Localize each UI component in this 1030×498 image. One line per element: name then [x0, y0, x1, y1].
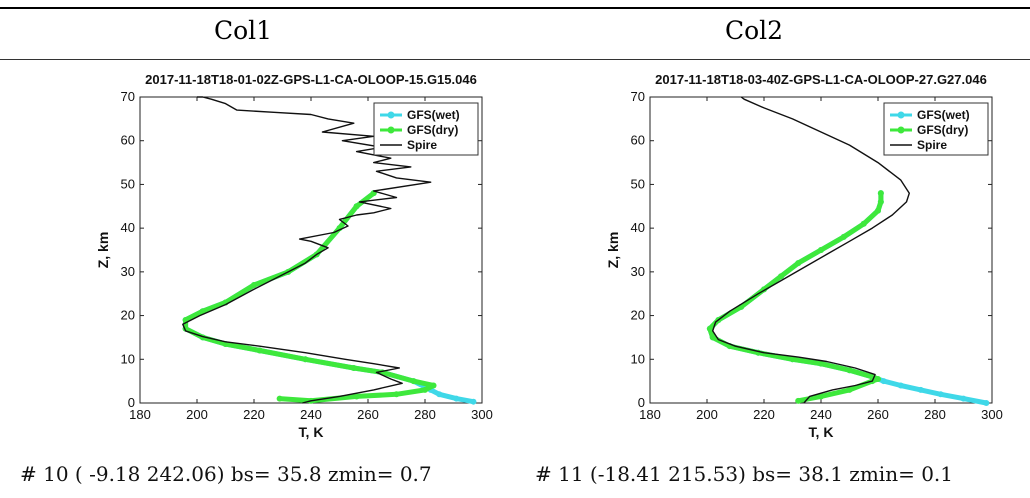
gfs-wet-point: [917, 386, 924, 393]
x-tick-label: 280: [924, 407, 946, 422]
y-tick-label: 10: [631, 351, 645, 366]
x-tick-label: 260: [357, 407, 379, 422]
x-tick-label: 280: [414, 407, 436, 422]
gfs-dry-point: [877, 198, 884, 205]
spire-legend-label: Spire: [407, 138, 437, 152]
x-axis-label: T, K: [809, 424, 834, 440]
gfs-dry-point: [199, 308, 206, 315]
gfs-dry-point: [353, 203, 360, 210]
gfs-dry-legend-marker: [387, 126, 395, 134]
x-tick-label: 300: [471, 407, 493, 422]
gfs-dry-legend-marker: [897, 126, 905, 134]
gfs-dry-point: [877, 190, 884, 197]
gfs-wet-legend-marker: [897, 111, 905, 119]
gfs-dry-point: [846, 367, 853, 374]
y-tick-label: 30: [631, 264, 645, 279]
gfs-dry-point: [422, 386, 428, 393]
y-tick-label: 70: [631, 89, 645, 104]
column-header-col1: Col1: [214, 16, 273, 45]
gfs-dry-point: [256, 347, 263, 354]
gfs-dry-point: [410, 378, 417, 385]
gfs-wet-point: [937, 391, 944, 398]
x-tick-label: 180: [639, 407, 661, 422]
gfs-wet-point: [453, 395, 460, 402]
gfs-dry-point: [706, 325, 713, 332]
x-tick-label: 200: [186, 407, 208, 422]
gfs-dry-point: [789, 356, 796, 363]
gfs-wet-series-line: [183, 190, 476, 405]
gfs-wet-point: [880, 378, 887, 385]
x-tick-label: 260: [867, 407, 889, 422]
gfs-dry-point: [393, 391, 400, 398]
gfs-wet-point: [983, 400, 990, 406]
y-tick-label: 20: [631, 308, 645, 323]
spire-legend-label: Spire: [917, 138, 947, 152]
gfs-dry-point: [251, 281, 257, 288]
gfs-dry-point: [302, 356, 309, 363]
gfs-dry-legend-label: GFS(dry): [917, 123, 968, 137]
gfs-wet-point: [897, 382, 904, 389]
y-axis-label: Z, km: [95, 232, 111, 269]
gfs-dry-point: [846, 386, 853, 393]
gfs-dry-point: [818, 360, 824, 367]
gfs-dry-point: [795, 397, 802, 404]
x-tick-label: 200: [696, 407, 718, 422]
spire-series-line: [182, 96, 432, 404]
caption-col2: # 11 (-18.41 215.53) bs= 38.1 zmin= 0.1: [535, 462, 954, 486]
gfs-wet-legend-label: GFS(wet): [917, 108, 970, 122]
y-tick-label: 50: [631, 176, 645, 191]
gfs-wet-legend-label: GFS(wet): [407, 108, 460, 122]
y-tick-label: 60: [631, 133, 645, 148]
y-tick-label: 50: [121, 176, 135, 191]
gfs-dry-legend-label: GFS(dry): [407, 123, 458, 137]
gfs-dry-point: [860, 220, 867, 227]
chart-panel-col1: 2017-11-18T18-01-02Z-GPS-L1-CA-OLOOP-15.…: [95, 72, 493, 440]
gfs-dry-point: [350, 365, 357, 372]
y-tick-label: 20: [121, 308, 135, 323]
x-tick-label: 240: [810, 407, 832, 422]
y-axis-label: Z, km: [605, 232, 621, 269]
gfs-wet-point: [436, 391, 443, 398]
x-tick-label: 180: [129, 407, 151, 422]
gfs-wet-point: [960, 395, 967, 402]
table-header-rule: [0, 59, 1030, 60]
y-tick-label: 30: [121, 264, 135, 279]
gfs-dry-point: [778, 273, 785, 280]
gfs-dry-point: [353, 393, 360, 400]
gfs-wet-legend-marker: [387, 111, 395, 119]
gfs-wet-point: [470, 398, 477, 405]
x-tick-label: 220: [753, 407, 775, 422]
y-tick-label: 0: [638, 395, 645, 410]
y-tick-label: 70: [121, 89, 135, 104]
y-tick-label: 40: [121, 220, 135, 235]
gfs-dry-point: [795, 260, 802, 267]
table-top-rule: [0, 7, 1030, 9]
gfs-dry-point: [276, 395, 283, 402]
y-tick-label: 40: [631, 220, 645, 235]
gfs-dry-point: [875, 375, 881, 382]
gfs-dry-point: [709, 334, 716, 341]
gfs-dry-series-line: [183, 190, 436, 404]
chart-title: 2017-11-18T18-01-02Z-GPS-L1-CA-OLOOP-15.…: [145, 72, 477, 87]
gfs-dry-point: [875, 207, 881, 214]
x-tick-label: 300: [981, 407, 1003, 422]
gfs-dry-point: [430, 382, 437, 389]
gfs-dry-series-line: [707, 190, 884, 404]
y-tick-label: 10: [121, 351, 135, 366]
chart-title: 2017-11-18T18-03-40Z-GPS-L1-CA-OLOOP-27.…: [655, 72, 987, 87]
gfs-dry-point: [818, 393, 824, 400]
x-tick-label: 220: [243, 407, 265, 422]
y-tick-label: 0: [128, 395, 135, 410]
caption-col1: # 10 ( -9.18 242.06) bs= 35.8 zmin= 0.7: [20, 462, 432, 486]
spire-series-line: [711, 96, 910, 404]
column-header-col2: Col2: [725, 16, 784, 45]
x-tick-label: 240: [300, 407, 322, 422]
gfs-dry-point: [840, 233, 847, 240]
gfs-dry-point: [818, 247, 824, 253]
y-tick-label: 60: [121, 133, 135, 148]
x-axis-label: T, K: [299, 424, 324, 440]
chart-panel-col2: 2017-11-18T18-03-40Z-GPS-L1-CA-OLOOP-27.…: [605, 72, 1003, 440]
